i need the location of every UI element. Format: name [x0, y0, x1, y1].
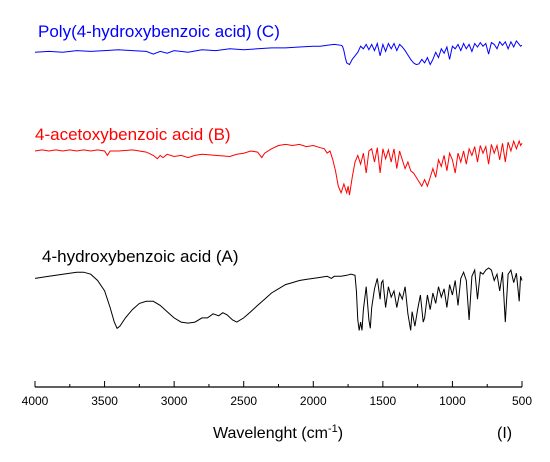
series-line-c — [34, 39, 523, 66]
x-tick-label: 1500 — [370, 394, 397, 408]
series-line-b — [34, 139, 523, 196]
series-line-a — [34, 267, 523, 331]
x-tick-label: 500 — [512, 394, 532, 408]
series-label-c: Poly(4-hydroxybenzoic acid) (C) — [38, 22, 280, 41]
x-axis-title-sup: -1 — [328, 423, 338, 435]
x-tick-label: 2000 — [300, 394, 327, 408]
x-tick-label: 3500 — [91, 394, 118, 408]
x-axis-title-main: Wavelenght (cm — [213, 425, 328, 442]
x-ticks: 4000 3500 3000 2500 2000 1500 1000 500 — [22, 381, 532, 408]
series-label-b: 4-acetoxybenzoic acid (B) — [35, 125, 231, 144]
series-label-a: 4-hydroxybenzoic acid (A) — [42, 247, 239, 266]
x-axis-title: Wavelenght (cm-1) — [213, 423, 343, 442]
x-axis-title-close: ) — [338, 425, 343, 442]
panel-label: (I) — [497, 425, 512, 442]
x-tick-label: 1000 — [439, 394, 466, 408]
x-tick-label: 3000 — [161, 394, 188, 408]
x-tick-label: 4000 — [22, 394, 49, 408]
series-layer — [34, 39, 523, 331]
x-tick-label: 2500 — [230, 394, 257, 408]
